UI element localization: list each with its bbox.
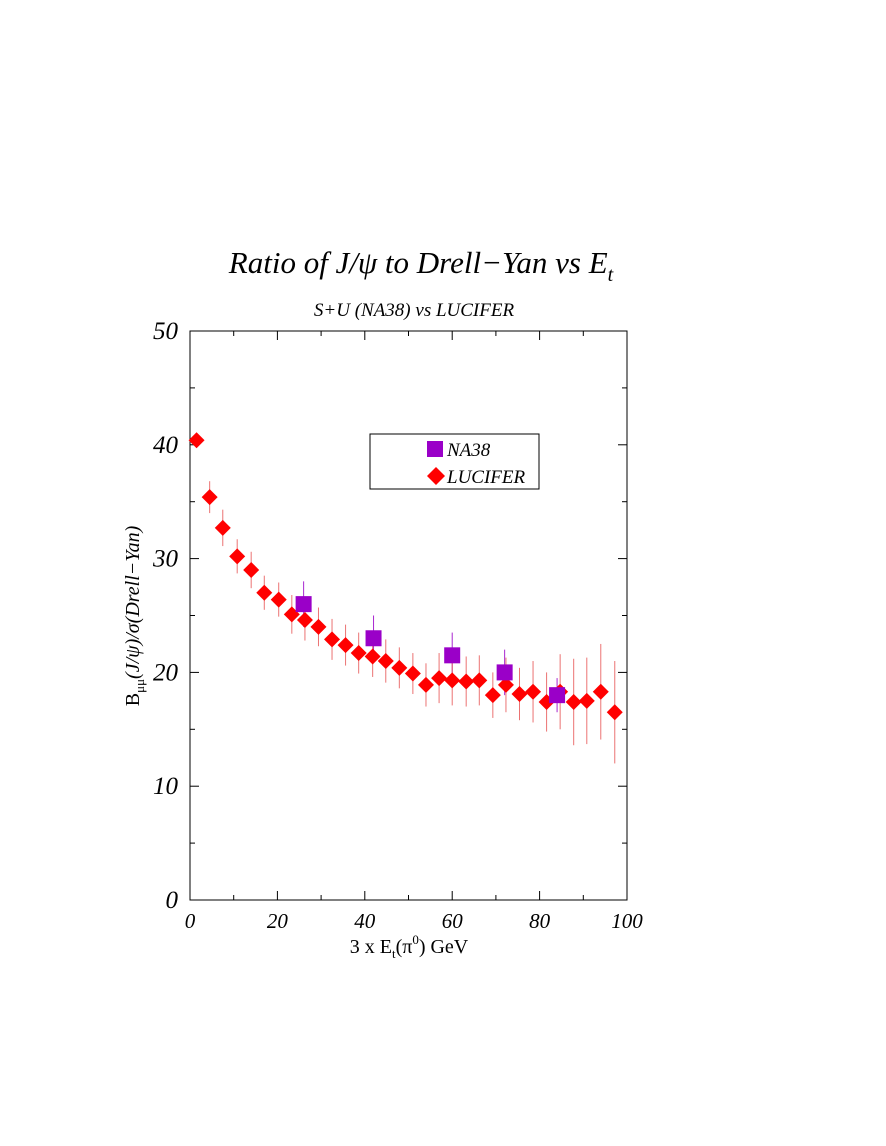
point-lucifer [391,659,408,676]
point-lucifer [377,653,394,670]
x-tick-label: 20 [267,909,289,933]
point-lucifer [188,432,205,449]
chart-title-main: Ratio of J/ψ to Drell−Yan vs E [228,245,608,280]
chart-subtitle: S+U (NA38) vs LUCIFER [314,300,515,321]
legend-box [369,433,540,490]
point-lucifer [606,704,623,721]
point-lucifer [497,676,514,693]
point-lucifer [350,645,367,662]
point-lucifer [214,519,231,536]
point-lucifer [484,687,501,704]
plot-frame [189,330,628,901]
point-lucifer [310,618,327,635]
point-lucifer [324,631,341,648]
y-tick-label: 10 [153,773,179,800]
point-lucifer [458,673,475,690]
chart-title: Ratio of J/ψ to Drell−Yan vs Et [228,245,614,286]
point-lucifer [431,670,448,687]
legend-label-na38: NA38 [446,440,491,461]
x-axis-label-pre: 3 x E [350,936,392,958]
series-na38 [295,596,566,704]
point-lucifer [565,693,582,710]
y-tick-label: 30 [152,546,179,573]
point-na38 [549,687,566,704]
x-tick-label: 60 [442,909,464,933]
y-axis-label-post: (J/ψ)/σ(Drell−Yan) [122,525,144,679]
y-tick-label: 50 [153,318,179,345]
point-lucifer [444,672,461,689]
point-lucifer [364,648,381,665]
point-lucifer [592,683,609,700]
point-lucifer [296,612,313,629]
point-lucifer [256,584,273,601]
point-lucifer [201,489,218,506]
legend-marker-na38 [427,441,443,457]
y-axis-label-sub: μμ [132,679,147,693]
x-tick-label: 40 [354,909,376,933]
y-axis-label: Bμμ(J/ψ)/σ(Drell−Yan) [122,525,147,706]
x-tick-label: 0 [185,909,196,933]
point-lucifer [270,591,287,608]
x-axis-label: 3 x Et(π0) GeV [350,932,469,961]
point-lucifer [404,665,421,682]
point-lucifer [229,548,246,565]
point-lucifer [243,561,260,578]
point-lucifer [511,686,528,703]
point-na38 [496,664,513,681]
x-axis-label-mid: (π [396,936,413,958]
y-tick-label: 20 [153,659,179,686]
legend-label-lucifer: LUCIFER [446,467,526,488]
point-lucifer [525,683,542,700]
point-na38 [365,630,382,647]
x-tick-label: 80 [529,909,551,933]
point-lucifer [337,637,354,654]
y-axis-label-pre: B [122,693,144,706]
chart-title-subscript: t [608,264,614,286]
point-na38 [295,596,312,613]
x-axis-label-post: ) GeV [419,936,469,958]
legend: NA38 LUCIFER [369,433,540,490]
point-lucifer [578,692,595,709]
y-tick-label: 0 [166,887,179,914]
legend-marker-lucifer [427,467,445,485]
point-lucifer [471,672,488,689]
series-lucifer [188,432,623,721]
x-tick-label: 100 [611,909,643,933]
x-axis: 0 20 40 60 80 100 [185,331,643,933]
y-axis: 0 10 20 30 40 50 [152,318,627,914]
y-tick-label: 40 [153,432,179,459]
x-axis-label-sup: 0 [412,932,419,947]
point-lucifer [417,676,434,693]
x-axis-label-sub: t [392,946,396,961]
point-na38 [444,647,461,664]
